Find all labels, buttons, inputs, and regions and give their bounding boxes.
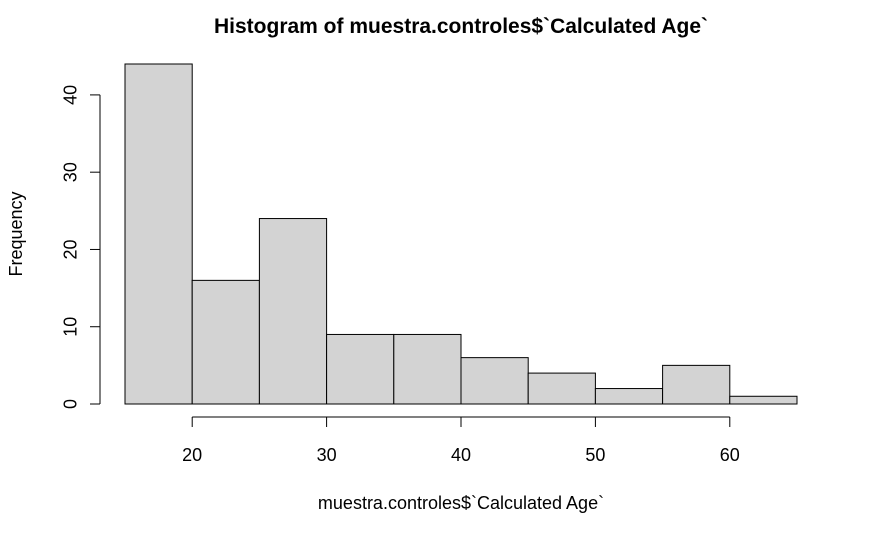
y-tick-label: 30	[60, 162, 80, 182]
y-axis: 0 10 20 30 40	[60, 85, 101, 409]
x-tick-label: 50	[585, 445, 605, 465]
x-axis: 20 30 40 50 60	[182, 416, 740, 465]
histogram-bar	[460, 357, 529, 405]
x-tick-label: 40	[451, 445, 471, 465]
histogram-bar	[662, 364, 731, 405]
histogram-bar	[729, 395, 798, 405]
x-tick-label: 60	[720, 445, 740, 465]
y-axis-label: Frequency	[6, 191, 26, 276]
histogram-bar	[594, 388, 664, 405]
histogram-bar	[326, 333, 395, 405]
histogram-bar	[527, 372, 596, 405]
bars-group	[124, 63, 798, 405]
histogram-bar	[258, 218, 328, 405]
chart-title: Histogram of muestra.controles$`Calculat…	[214, 15, 708, 38]
x-axis-label: muestra.controles$`Calculated Age`	[318, 493, 604, 513]
histogram-bar	[393, 333, 462, 405]
y-tick-label: 20	[60, 239, 80, 259]
y-tick-label: 10	[60, 317, 80, 337]
y-tick-label: 0	[60, 399, 80, 409]
histogram-bar	[124, 63, 193, 405]
histogram-bar	[191, 279, 260, 405]
x-tick-label: 30	[317, 445, 337, 465]
y-tick-label: 40	[60, 85, 80, 105]
x-tick-label: 20	[182, 445, 202, 465]
